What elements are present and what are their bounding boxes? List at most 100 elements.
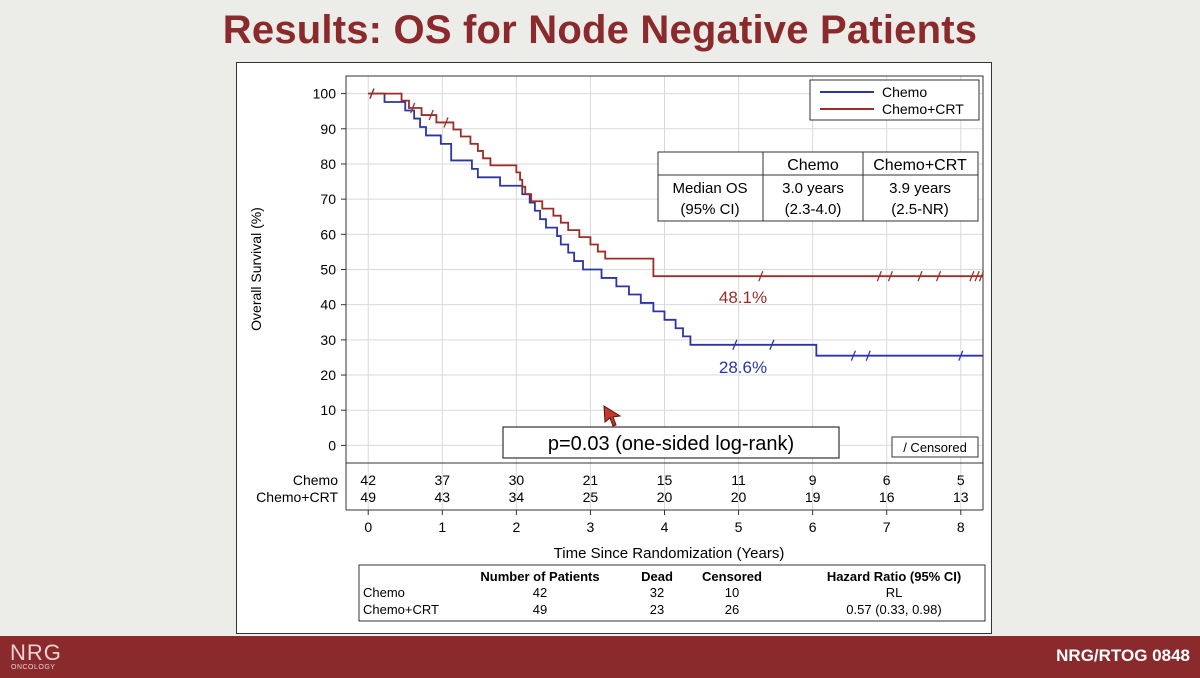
x-tick-label-3: 3 (587, 519, 595, 535)
y-axis-ticks: 0 10 20 30 40 50 60 70 80 90 100 (313, 86, 346, 453)
summary-col-dead: Dead (641, 569, 673, 584)
x-tick-label-7: 7 (883, 519, 891, 535)
censor-mark-chemo-crt-3 (443, 117, 449, 128)
summary-col-censored: Censored (702, 569, 762, 584)
median-table-header-chemo: Chemo (787, 157, 839, 174)
at-risk-value: 25 (583, 489, 599, 505)
median-table-row1-label: Median OS (672, 180, 747, 197)
summary-row1-dead: 32 (650, 585, 664, 600)
y-axis-label: Overall Survival (%) (248, 207, 264, 331)
legend-label-chemo: Chemo (882, 84, 927, 100)
at-risk-value: 30 (509, 472, 525, 488)
censor-mark-chemo-crt-1 (410, 102, 416, 114)
censor-mark-chemo-crt-9 (969, 270, 975, 282)
at-risk-value: 43 (435, 489, 451, 505)
at-risk-value: 20 (731, 489, 747, 505)
y-tick-label-50: 50 (320, 262, 336, 278)
nrg-oncology-logo: NRG ONCOLOGY (10, 640, 70, 674)
at-risk-value: 34 (509, 489, 525, 505)
censor-layer (369, 88, 985, 361)
y-tick-label-10: 10 (320, 402, 336, 418)
summary-col-patients: Number of Patients (480, 569, 599, 584)
summary-row2-patients: 49 (533, 602, 547, 617)
median-table-row2-chemo: (2.3-4.0) (785, 201, 842, 218)
summary-table: Number of Patients Dead Censored Hazard … (358, 564, 986, 622)
x-tick-label-4: 4 (661, 519, 669, 535)
x-tick-label-0: 0 (364, 519, 372, 535)
summary-row1-group: Chemo (363, 585, 405, 600)
y-tick-label-20: 20 (320, 367, 336, 383)
at-risk-value: 21 (583, 472, 599, 488)
censored-legend-text: / Censored (903, 440, 967, 455)
censor-mark-chemo-crt-0 (369, 88, 375, 99)
at-risk-value: 11 (731, 472, 746, 488)
censor-mark-chemo-crt-4 (758, 270, 764, 282)
median-table-row1-chemo-crt: 3.9 years (889, 180, 951, 197)
censor-mark-chemo-crt-2 (428, 109, 434, 121)
x-tick-label-2: 2 (512, 519, 520, 535)
summary-row1-censored: 10 (725, 585, 739, 600)
at-risk-value: 15 (657, 472, 673, 488)
summary-row2-hr: 0.57 (0.33, 0.98) (846, 602, 941, 617)
censor-mark-chemo-crt-5 (876, 270, 882, 282)
slide-title: Results: OS for Node Negative Patients (222, 8, 978, 52)
y-tick-label-100: 100 (313, 86, 337, 102)
at-risk-value: 20 (657, 489, 673, 505)
censor-mark-chemo-4 (865, 350, 871, 361)
censor-mark-chemo-5 (958, 350, 964, 361)
chemo-end-label: 28.6% (719, 358, 767, 377)
y-tick-label-80: 80 (320, 156, 336, 172)
summary-row2-group: Chemo+CRT (363, 602, 439, 617)
series-line-chemo-crt (368, 92, 983, 278)
y-tick-label-30: 30 (320, 332, 336, 348)
at-risk-value: 49 (360, 489, 376, 505)
x-tick-label-5: 5 (735, 519, 743, 535)
at-risk-value: 42 (360, 472, 376, 488)
at-risk-value: 16 (879, 489, 895, 505)
series-layer (368, 92, 983, 357)
censor-mark-chemo-1 (732, 339, 738, 351)
footer-label: NRG/RTOG 0848 (1056, 646, 1190, 665)
median-table: Chemo Chemo+CRT Median OS 3.0 years 3.9 … (657, 151, 979, 222)
censor-mark-chemo-crt-10 (974, 270, 980, 282)
median-table-header-chemo-crt: Chemo+CRT (873, 157, 967, 174)
censor-mark-chemo-3 (850, 350, 856, 361)
legend: Chemo Chemo+CRT (809, 79, 980, 121)
logo-sub-text: ONCOLOGY (11, 664, 56, 671)
mouse-cursor-icon (603, 405, 622, 427)
summary-col-hr: Hazard Ratio (95% CI) (827, 569, 961, 584)
at-risk-value: 9 (809, 472, 817, 488)
censored-legend: / Censored (891, 436, 979, 458)
at-risk-value: 37 (435, 472, 451, 488)
at-risk-group-chemo: Chemo (293, 472, 338, 488)
logo-main-text: NRG (10, 640, 62, 665)
footer-bar: NRG ONCOLOGY NRG/RTOG 0848 (0, 636, 1200, 678)
summary-row2-censored: 26 (725, 602, 739, 617)
y-tick-label-0: 0 (328, 437, 336, 453)
chemo-crt-end-label: 48.1% (719, 288, 767, 307)
p-value-annotation: p=0.03 (one-sided log-rank) (502, 426, 840, 459)
x-tick-label-6: 6 (809, 519, 817, 535)
censor-mark-chemo-crt-8 (935, 270, 942, 282)
at-risk-values: 42 37 30 21 15 11 9 6 5 49 43 34 25 20 20 19 16 13 (360, 472, 968, 505)
p-value-text: p=0.03 (one-sided log-rank) (548, 433, 794, 455)
at-risk-value: 13 (953, 489, 969, 505)
at-risk-value: 5 (957, 472, 965, 488)
legend-label-chemo-crt: Chemo+CRT (882, 101, 964, 117)
median-table-row2-label: (95% CI) (680, 201, 739, 218)
y-tick-label-40: 40 (320, 297, 336, 313)
median-table-row1-chemo: 3.0 years (782, 180, 844, 197)
y-tick-label-70: 70 (320, 191, 336, 207)
y-tick-label-90: 90 (320, 121, 336, 137)
x-axis-label: Time Since Randomization (Years) (554, 545, 785, 562)
y-tick-label-60: 60 (320, 226, 336, 242)
censor-mark-chemo-2 (769, 339, 775, 351)
summary-row1-patients: 42 (533, 585, 547, 600)
x-tick-label-1: 1 (438, 519, 446, 535)
median-table-row2-chemo-crt: (2.5-NR) (891, 201, 949, 218)
at-risk-value: 19 (805, 489, 821, 505)
x-axis-ticks: 0 1 2 3 4 5 6 7 8 (364, 510, 965, 535)
at-risk-value: 6 (883, 472, 891, 488)
